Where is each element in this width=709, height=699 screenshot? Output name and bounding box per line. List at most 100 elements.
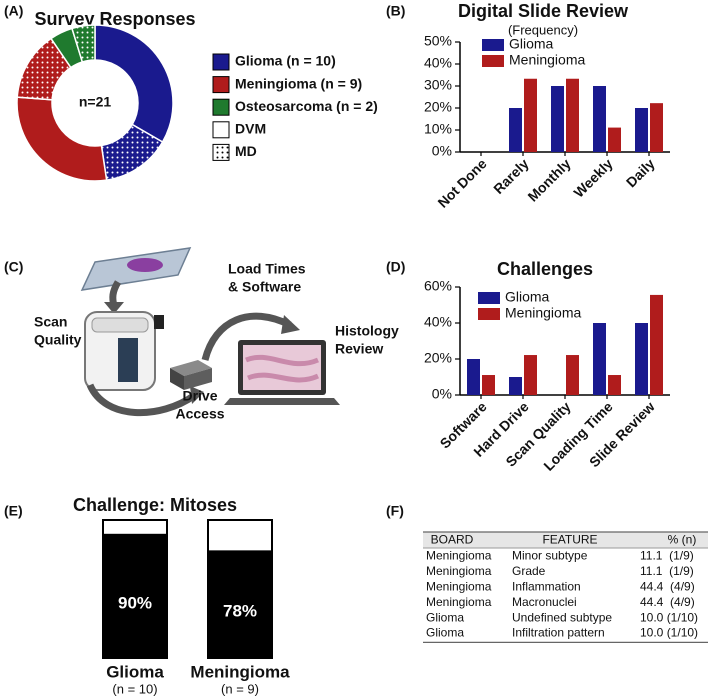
diagram-label: Quality (34, 332, 82, 348)
legend-swatch (212, 76, 230, 94)
x-tick-sublabel: (n = 10) (112, 681, 157, 696)
arrow (201, 312, 292, 361)
bar (608, 375, 621, 395)
legend-swatch (478, 292, 500, 304)
bar (593, 86, 606, 152)
diagram-label: Load Times (228, 261, 306, 277)
y-tick-label: 30% (424, 77, 452, 93)
diagram-label: Review (335, 341, 383, 357)
laptop-base (224, 398, 340, 405)
table-cell: 11.1 (1/9) (640, 564, 694, 578)
y-tick-label: 40% (424, 314, 452, 330)
x-tick-label: Weekly (570, 155, 615, 200)
bar (650, 103, 663, 152)
legend-label: Glioma (509, 36, 554, 52)
y-tick-label: 0% (432, 143, 452, 159)
y-tick-label: 0% (432, 386, 452, 402)
x-tick-label: Rarely (490, 155, 532, 197)
scanner-window (118, 338, 138, 382)
legend-swatch (212, 121, 230, 139)
drive-top (170, 360, 212, 376)
bar (650, 294, 663, 395)
table-cell: 44.4 (4/9) (640, 579, 695, 593)
pie-segment (94, 24, 174, 144)
legend-swatch (212, 53, 230, 71)
x-tick-label: Glioma (106, 662, 164, 681)
arrow-head (190, 386, 204, 404)
chart-title: Survey Responses (34, 9, 195, 29)
table-cell: 10.0 (1/10) (640, 626, 698, 640)
table-cell: 44.4 (4/9) (640, 595, 695, 609)
bar (467, 359, 480, 395)
x-tick-label: Monthly (524, 155, 573, 204)
table-cell: Macronuclei (512, 595, 577, 609)
chart-title: Challenge: Mitoses (73, 495, 237, 515)
value-label: 90% (118, 593, 152, 612)
bar (551, 86, 564, 152)
y-tick-label: 20% (424, 350, 452, 366)
laptop-display (243, 345, 321, 390)
diagram-label: & Software (228, 279, 301, 295)
legend-label: Meningioma (509, 52, 585, 68)
center-label: n=21 (79, 94, 112, 110)
bar (524, 78, 537, 152)
chart-subtitle: (Frequency) (508, 22, 578, 37)
table-header-bg (423, 532, 708, 548)
legend-label: Osteosarcoma (n = 2) (235, 98, 378, 114)
pie-segment (16, 96, 108, 182)
scanner-top (91, 317, 149, 333)
table-cell: Glioma (426, 626, 464, 640)
arrow-head (104, 302, 124, 314)
diagram-label: Drive (182, 388, 217, 404)
diagram-label: Access (175, 406, 224, 422)
x-tick-label: Not Done (434, 155, 489, 210)
table-header: FEATURE (542, 533, 597, 547)
table-cell: Minor subtype (512, 549, 588, 563)
legend-swatch (478, 308, 500, 320)
table-cell: Grade (512, 564, 546, 578)
bar (103, 533, 167, 658)
y-tick-label: 40% (424, 55, 452, 71)
chart-title: Digital Slide Review (458, 1, 629, 21)
table-cell: Meningioma (426, 595, 492, 609)
panel-label: (B) (386, 3, 405, 19)
tissue (127, 258, 163, 272)
tissue-image (245, 354, 320, 383)
x-tick-label: Daily (623, 155, 658, 190)
workflow-illustration (80, 247, 340, 417)
drive-side (170, 368, 184, 390)
panel-label: (C) (4, 259, 23, 275)
diagram-label: Scan (34, 314, 67, 330)
bar (524, 355, 537, 395)
legend-label: Meningioma (505, 305, 581, 321)
legend-swatch (482, 55, 504, 67)
bar (509, 108, 522, 152)
table-cell: Inflammation (512, 579, 581, 593)
y-tick-label: 50% (424, 33, 452, 49)
value-label: 78% (223, 602, 257, 621)
table-cell: Meningioma (426, 579, 492, 593)
bar (635, 108, 648, 152)
chart-title: Challenges (497, 259, 593, 279)
bar (509, 377, 522, 395)
y-tick-label: 10% (424, 121, 452, 137)
panel-label: (F) (386, 503, 404, 519)
drive-front (184, 368, 212, 390)
bar (566, 355, 579, 395)
panel-label: (D) (386, 259, 405, 275)
scanner-knob (154, 315, 164, 329)
bar (482, 375, 495, 395)
panel-label: (A) (4, 3, 23, 19)
arrow-head (281, 315, 300, 334)
panel-label: (E) (4, 503, 23, 519)
table-cell: Meningioma (426, 564, 492, 578)
table-cell: 10.0 (1/10) (640, 610, 698, 624)
arrow (86, 383, 198, 417)
table-cell: Glioma (426, 610, 464, 624)
pie-segment (71, 24, 96, 63)
table-cell: Infiltration pattern (512, 626, 605, 640)
legend-label: Glioma (505, 289, 550, 305)
bar (608, 127, 621, 152)
bar (208, 550, 272, 658)
